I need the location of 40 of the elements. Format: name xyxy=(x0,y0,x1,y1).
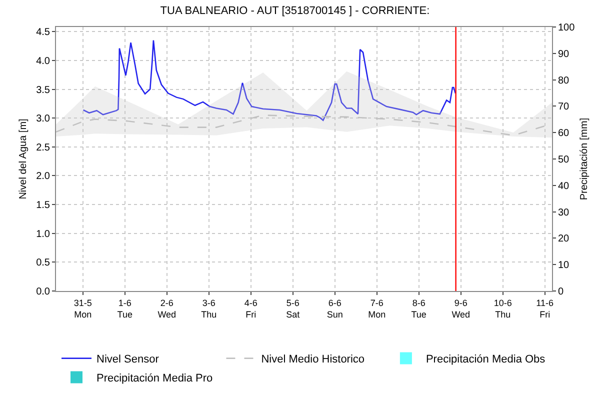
legend-label: Precipitación Media Pro xyxy=(96,372,213,385)
y2-tick-label: 90 xyxy=(558,48,570,60)
y-tick-label: 2.0 xyxy=(36,171,50,182)
y-tick-label: 0.5 xyxy=(36,258,50,269)
y-tick-label: 1.5 xyxy=(36,200,50,212)
y2-axis-title: Precipitación [mm] xyxy=(579,118,590,200)
y2-tick-label: 40 xyxy=(558,180,570,192)
legend-label: Nivel Sensor xyxy=(96,354,160,366)
x-tick-label: 2-6 Wed xyxy=(158,298,176,320)
x-tick-label: 4-6 Fri xyxy=(244,298,258,320)
y-tick-label: 2.5 xyxy=(36,142,50,154)
y2-tick-label: 60 xyxy=(558,128,570,140)
y-tick-label: 4.0 xyxy=(36,56,50,67)
y2-tick-label: 100 xyxy=(558,22,576,34)
y-axis-title: Nivel del Agua [m] xyxy=(18,118,29,200)
x-tick-label: 7-6 Mon xyxy=(368,298,386,320)
x-tick-label: 6-6 Sun xyxy=(326,298,343,320)
y-tick-label: 3.0 xyxy=(36,114,50,125)
x-tick-label: 8-6 Tue xyxy=(411,298,426,320)
y-tick-label: 1.0 xyxy=(36,228,50,240)
legend-label: Nivel Medio Historico xyxy=(261,354,365,366)
x-tick-label: 31-5 Mon xyxy=(74,298,92,320)
x-tick-label: 10-6 Thu xyxy=(494,298,512,320)
legend-label: Precipitación Media Obs xyxy=(426,354,546,366)
x-tick-label: 5-6 Sat xyxy=(286,298,300,320)
y-tick-label: 0.0 xyxy=(36,286,50,298)
y2-tick-label: 80 xyxy=(558,75,570,86)
y2-tick-label: 30 xyxy=(558,207,570,218)
y2-tick-label: 0 xyxy=(558,286,564,298)
x-tick-label: 3-6 Thu xyxy=(201,298,217,320)
x-tick-label: 11-6 Fri xyxy=(536,298,554,320)
y2-tick-label: 70 xyxy=(558,102,570,113)
y-tick-label: 3.5 xyxy=(36,84,50,96)
x-tick-label: 9-6 Wed xyxy=(452,298,470,320)
y2-tick-label: 50 xyxy=(558,154,570,166)
y2-tick-label: 20 xyxy=(558,234,570,245)
y-tick-label: 4.5 xyxy=(36,27,50,38)
y2-tick-label: 10 xyxy=(558,260,570,272)
chart-title: TUA BALNEARIO - AUT [3518700145 ] - CORRIENTE: xyxy=(160,4,430,17)
x-tick-label: 1-6 Tue xyxy=(117,298,132,320)
